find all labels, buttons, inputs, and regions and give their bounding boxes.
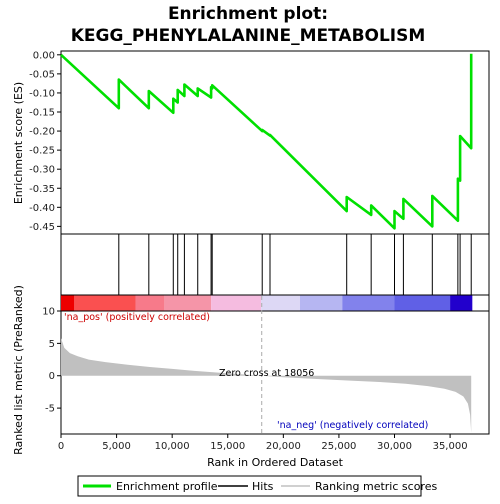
x-tick-label: 15,000 (210, 441, 245, 452)
rank-tick-label: -5 (45, 404, 55, 415)
heatmap-band (300, 295, 343, 311)
heatmap-band (261, 295, 301, 311)
x-tick-label: 5,000 (102, 441, 131, 452)
rank-tick-label: 0 (49, 371, 55, 382)
heatmap-band (135, 295, 165, 311)
chart-title-line1: Enrichment plot: (168, 4, 328, 24)
es-tick-label: -0.25 (29, 146, 55, 157)
es-tick-label: -0.10 (29, 88, 55, 99)
hits-panel (60, 233, 490, 296)
heatmap-layer (61, 295, 473, 311)
legend-profile-label: Enrichment profile (116, 480, 218, 493)
legend-box (77, 475, 422, 497)
legend-metric-label: Ranking metric scores (315, 480, 437, 493)
es-tick-label: -0.30 (29, 165, 55, 176)
heatmap-band (61, 295, 75, 311)
x-tick-label: 25,000 (321, 441, 356, 452)
heatmap-band (450, 295, 473, 311)
rank-tick-label: 10 (42, 307, 55, 318)
heatmap-band (211, 295, 262, 311)
es-tick-label: -0.35 (29, 184, 55, 195)
legend: Enrichment profile Hits Ranking metric s… (77, 475, 437, 497)
ranking-layer: 10 5 0 -5 0 5,000 10,000 15,000 20,000 25,000 30,0… (42, 296, 472, 452)
x-tick-label: 10,000 (155, 441, 190, 452)
x-tick-label: 30,000 (377, 441, 412, 452)
heatmap-band (342, 295, 395, 311)
rank-tick-label: 5 (49, 339, 55, 350)
hits-layer (118, 234, 472, 295)
es-tick-label: 0.00 (33, 50, 55, 61)
pos-label: 'na_pos' (positively correlated) (64, 312, 210, 323)
es-axis-label: Enrichment score (ES) (12, 82, 25, 204)
es-tick-label: -0.45 (29, 222, 55, 233)
es-panel (60, 50, 490, 235)
legend-hits-label: Hits (252, 480, 274, 493)
es-tick-label: -0.05 (29, 69, 55, 80)
heatmap-band (394, 295, 451, 311)
rank-axis-label: Ranked list metric (PreRanked) (12, 285, 25, 455)
zero-cross-label: Zero cross at 18056 (219, 368, 314, 379)
es-tick-label: -0.15 (29, 108, 55, 119)
es-tick-label: -0.40 (29, 203, 55, 214)
x-tick-label: 20,000 (266, 441, 301, 452)
es-tick-label: -0.20 (29, 127, 55, 138)
enrichment-profile-line (60, 53, 473, 230)
es-layer: 0.00 -0.05 -0.10 -0.15 -0.20 -0.25 -0.30 -0.35 -… (29, 50, 473, 233)
neg-label: 'na_neg' (negatively correlated) (277, 420, 428, 431)
heatmap-band (74, 295, 136, 311)
x-tick-label: 0 (58, 441, 64, 452)
x-tick-label: 35,000 (433, 441, 468, 452)
chart-title-line2: KEGG_PHENYLALANINE_METABOLISM (71, 26, 426, 46)
x-axis-label: Rank in Ordered Dataset (207, 456, 344, 469)
heatmap-band (164, 295, 212, 311)
